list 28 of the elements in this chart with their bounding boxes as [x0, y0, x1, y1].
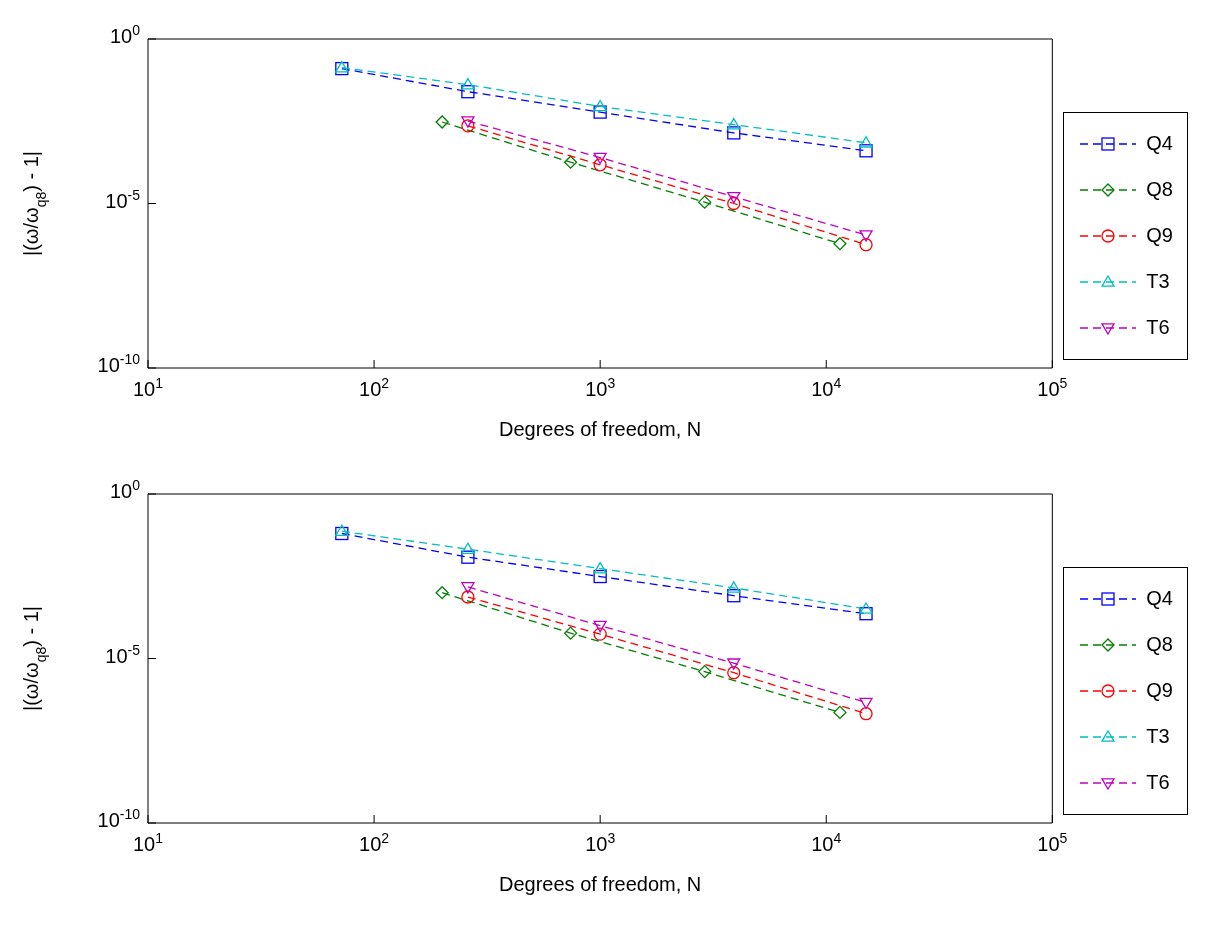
- legend-label: T6: [1146, 771, 1170, 794]
- legend-label: Q4: [1146, 587, 1173, 610]
- y-tick-label: 10$^{-5}$: [105, 641, 141, 667]
- x-tick-label: 10$^{1}$: [132, 830, 164, 855]
- legend-label: T3: [1146, 725, 1170, 748]
- x-tick-label: 10$^{1}$: [132, 375, 164, 400]
- legend-label: Q9: [1146, 224, 1173, 247]
- x-tick-label: 10$^{3}$: [585, 375, 616, 400]
- legend-label: T6: [1146, 316, 1170, 339]
- x-tick-label: 10$^{3}$: [585, 830, 616, 855]
- x-tick-label: 10$^{5}$: [1037, 830, 1068, 855]
- legend-label: Q8: [1146, 178, 1173, 201]
- y-tick-label: 10$^{-10}$: [97, 351, 141, 376]
- legend-label: T3: [1146, 270, 1170, 293]
- x-tick-label: 10$^{4}$: [811, 830, 842, 855]
- y-tick-label: 10$^{-10}$: [97, 806, 141, 831]
- x-tick-label: 10$^{2}$: [359, 830, 390, 855]
- y-tick-label: 10$^{-5}$: [105, 186, 141, 212]
- y-tick-label: 10$^{0}$: [109, 477, 141, 502]
- x-tick-label: 10$^{2}$: [359, 375, 390, 400]
- x-axis-title: Degrees of freedom, N: [498, 873, 702, 895]
- legend-label: Q4: [1146, 132, 1173, 155]
- x-tick-label: 10$^{5}$: [1037, 375, 1068, 400]
- x-tick-label: 10$^{4}$: [811, 375, 842, 400]
- y-tick-label: 10$^{0}$: [109, 22, 141, 47]
- x-axis-title: Degrees of freedom, N: [498, 418, 702, 440]
- legend-label: Q9: [1146, 679, 1173, 702]
- legend-label: Q8: [1146, 633, 1173, 656]
